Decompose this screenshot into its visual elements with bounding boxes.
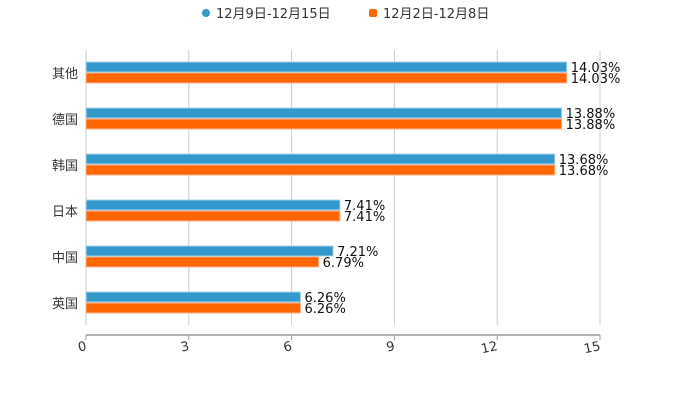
bar-1 (85, 164, 556, 176)
bar-0 (85, 199, 341, 211)
bar-1 (85, 210, 341, 222)
bars: 14.03%14.03% 13.88%13.88% 13.68%13.68% 7.41… (85, 61, 621, 317)
x-tick-label: 12 (480, 339, 499, 357)
bar-1 (85, 302, 302, 314)
data-label: 14.03% (571, 72, 621, 87)
grid (85, 50, 601, 325)
data-label: 13.68% (559, 164, 609, 179)
category-label: 中国 (52, 251, 78, 266)
legend-label-1: 12月2日-12月8日 (383, 7, 489, 22)
x-tick-label: 6 (282, 339, 293, 355)
legend-marker-1 (369, 9, 377, 17)
data-label: 13.68% (559, 153, 609, 168)
legend-label-0: 12月9日-12月15日 (216, 7, 331, 22)
category-label: 日本 (52, 205, 78, 220)
data-label: 7.21% (337, 245, 378, 260)
category-label: 韩国 (52, 159, 78, 174)
bar-1 (85, 72, 568, 84)
x-tick-label: 15 (583, 339, 602, 357)
x-tick-label: 9 (385, 339, 396, 355)
data-label: 6.26% (305, 291, 346, 306)
bar-0 (85, 107, 563, 119)
bar-0 (85, 291, 302, 303)
data-label: 14.03% (571, 61, 621, 76)
x-tick-label: 3 (179, 339, 190, 355)
bar-1 (85, 118, 563, 130)
legend: 12月9日-12月15日 12月2日-12月8日 (202, 7, 489, 22)
category-label: 其他 (52, 67, 78, 82)
bar-1 (85, 256, 320, 268)
data-label: 13.88% (566, 107, 616, 122)
category-label: 英国 (52, 297, 78, 312)
data-label: 7.41% (344, 210, 385, 225)
data-label: 7.41% (344, 199, 385, 214)
bar-0 (85, 245, 334, 257)
x-tick-label: 0 (77, 339, 88, 355)
bar-0 (85, 153, 556, 165)
bar-0 (85, 61, 568, 73)
legend-marker-0 (202, 9, 210, 17)
data-label: 6.79% (323, 256, 364, 271)
category-label: 德国 (52, 113, 78, 128)
data-label: 6.26% (305, 302, 346, 317)
data-label: 13.88% (566, 118, 616, 133)
x-axis: 0 3 6 9 12 15 (77, 334, 602, 357)
